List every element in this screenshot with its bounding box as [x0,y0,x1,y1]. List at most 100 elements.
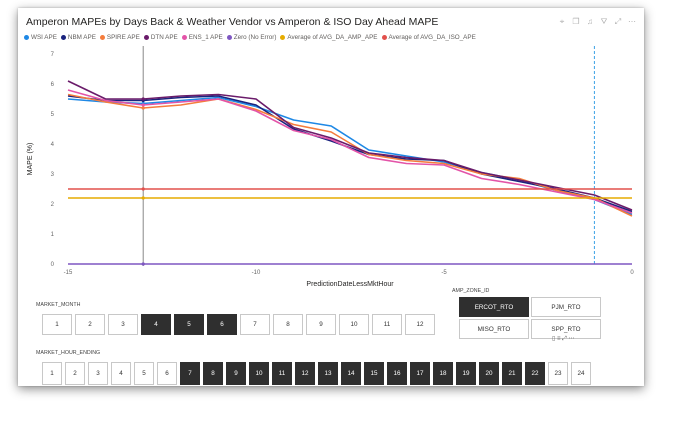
filter-icon[interactable]: ⛛ [600,17,608,26]
x-tick-label: 0 [630,270,634,276]
slicer-tile[interactable]: 8 [203,362,223,385]
legend-label: ENS_1 APE [188,34,223,41]
legend-marker-icon [143,35,149,40]
slicer-tile[interactable]: 16 [387,362,407,385]
legend-label: Average of AVG_DA_ISO_APE [388,34,476,41]
chart-legend: WSI APE NBM APE SPIRE APE DTN APE ENS_1 APE Z… [24,34,476,41]
x-tick-label: -5 [441,270,447,276]
legend-item[interactable]: Average of AVG_DA_ISO_APE [381,34,476,41]
slicer-tile[interactable]: 4 [111,362,131,385]
legend-marker-icon [181,35,187,40]
data-point-marker [141,262,145,266]
slicer-tile[interactable]: 5 [174,314,204,335]
y-tick-label: 4 [51,142,55,148]
data-point-marker [141,106,145,110]
legend-label: NBM APE [67,34,96,41]
slicer-tile[interactable]: 10 [249,362,269,385]
legend-item[interactable]: DTN APE [143,34,178,41]
legend-marker-icon [226,35,232,40]
slicer-tile[interactable]: 23 [548,362,568,385]
y-tick-label: 7 [51,52,55,58]
series-line [67,96,633,216]
y-tick-label: 5 [51,112,55,118]
legend-label: Average of AVG_DA_AMP_APE [287,34,378,41]
slicer-tile[interactable]: 13 [318,362,338,385]
slicer-tile[interactable]: 5 [134,362,154,385]
more-icon[interactable]: ⋯ [628,17,636,26]
legend-item[interactable]: WSI APE [24,34,57,41]
x-tick-label: -10 [252,270,261,276]
legend-label: Zero (No Error) [233,34,277,41]
x-axis-title: PredictionDateLessMktHour [306,281,394,288]
slicer-tile[interactable]: 1 [42,362,62,385]
market-month-slicer-title: MARKET_MONTH [36,302,81,308]
slicer-tile[interactable]: 11 [372,314,402,335]
x-tick-label: -15 [64,270,73,276]
data-point-marker [141,97,145,101]
legend-marker-icon [99,35,105,40]
slicer-tile[interactable]: 11 [272,362,292,385]
slicer-tile[interactable]: 21 [502,362,522,385]
slicer-tile[interactable]: 8 [273,314,303,335]
zone-tile[interactable]: SPP_RTO [531,319,601,339]
zone-tile[interactable]: PJM_RTO [531,297,601,317]
legend-item[interactable]: Zero (No Error) [226,34,277,41]
series-line [67,89,633,214]
visual-header-toolbar: ⌖ ❐ ♫ ⛛ ⤢ ⋯ [558,18,636,26]
slicer-tile[interactable]: 9 [306,314,336,335]
legend-item[interactable]: SPIRE APE [99,34,140,41]
market-hour-slicer-title: MARKET_HOUR_ENDING [36,350,101,356]
copy-icon[interactable]: ❐ [572,17,580,26]
focus-icon[interactable]: ⤢ [614,17,622,26]
amp-zone-slicer-title: AMP_ZONE_ID [452,288,490,294]
slicer-tile[interactable]: 18 [433,362,453,385]
slicer-tile[interactable]: 22 [525,362,545,385]
slicer-tile[interactable]: 17 [410,362,430,385]
slicer-tile[interactable]: 6 [207,314,237,335]
slicer-tile[interactable]: 6 [157,362,177,385]
y-tick-label: 1 [51,232,55,238]
bell-icon[interactable]: ♫ [587,17,593,26]
slicer-tile[interactable]: 7 [240,314,270,335]
slicer-tile[interactable]: 2 [75,314,105,335]
slicer-tile[interactable]: 1 [42,314,72,335]
legend-marker-icon [280,35,286,40]
y-tick-label: 2 [51,202,55,208]
zone-tile[interactable]: MISO_RTO [459,319,529,339]
slicer-tile[interactable]: 2 [65,362,85,385]
slicer-tile[interactable]: 10 [339,314,369,335]
slicer-tile[interactable]: 12 [295,362,315,385]
series-line [67,80,633,211]
slicer-tile[interactable]: 24 [571,362,591,385]
slicer-tile[interactable]: 20 [479,362,499,385]
slicer-tile[interactable]: 19 [456,362,476,385]
y-tick-label: 3 [51,172,55,178]
legend-marker-icon [381,35,387,40]
report-visual-card: Amperon MAPEs by Days Back & Weather Ven… [18,8,644,386]
slicer-tile[interactable]: 15 [364,362,384,385]
slicer-options-icons[interactable]: ▯ ≡ ⤢ ⋯ [552,336,575,342]
pin-icon[interactable]: ⌖ [559,17,565,26]
data-point-marker [141,103,145,107]
legend-item[interactable]: ENS_1 APE [181,34,223,41]
zone-tile[interactable]: ERCOT_RTO [459,297,529,317]
legend-marker-icon [60,35,66,40]
y-tick-label: 6 [51,82,55,88]
slicer-tile[interactable]: 7 [180,362,200,385]
legend-marker-icon [24,35,29,40]
series-line [67,95,633,213]
data-point-marker [141,196,145,200]
y-tick-label: 0 [51,262,55,268]
chart-title: Amperon MAPEs by Days Back & Weather Ven… [26,16,439,28]
legend-item[interactable]: Average of AVG_DA_AMP_APE [280,34,378,41]
legend-item[interactable]: NBM APE [60,34,96,41]
slicer-tile[interactable]: 9 [226,362,246,385]
slicer-tile[interactable]: 3 [108,314,138,335]
slicer-tile[interactable]: 3 [88,362,108,385]
slicer-tile[interactable]: 4 [141,314,171,335]
legend-label: SPIRE APE [106,34,140,41]
slicer-tile[interactable]: 14 [341,362,361,385]
legend-label: WSI APE [31,34,57,41]
slicer-tile[interactable]: 12 [405,314,435,335]
